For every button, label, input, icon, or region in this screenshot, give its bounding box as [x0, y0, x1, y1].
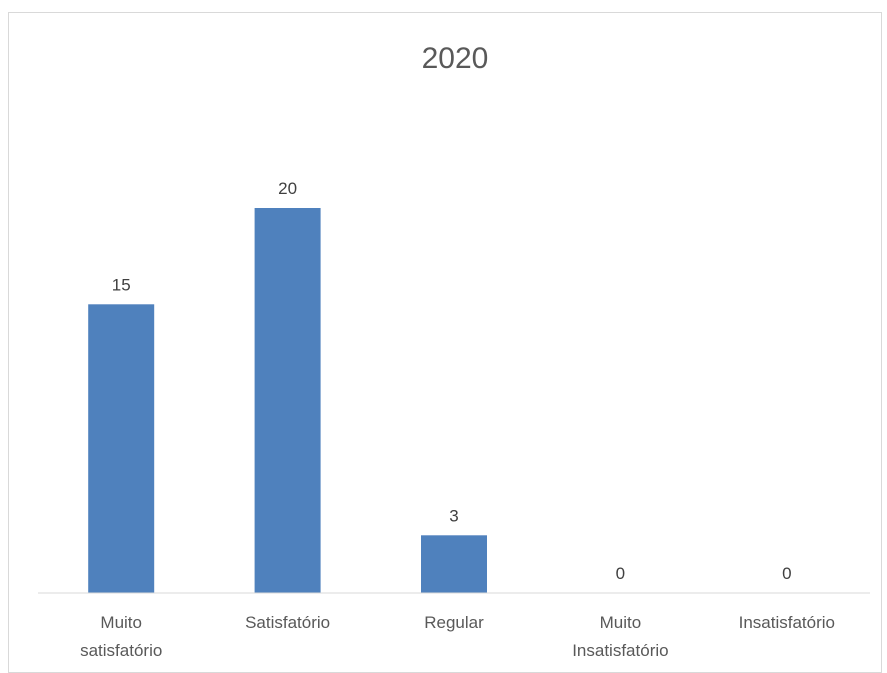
data-label-1: 20	[278, 179, 297, 198]
bar-0	[88, 304, 155, 594]
data-label-3: 0	[616, 564, 625, 583]
chart-title: 2020	[422, 42, 489, 75]
category-label-3-line-0: Muito	[600, 613, 642, 632]
category-label-1: Satisfatório	[245, 613, 330, 632]
data-label-4: 0	[782, 564, 791, 583]
labels-layer: 15 20 3 0 0	[112, 179, 792, 583]
category-label-3: Muito Insatisfatório	[572, 613, 668, 660]
category-labels-layer: Muito satisfatório Satisfatório Regular Muit…	[80, 613, 835, 660]
category-label-0: Muito satisfatório	[80, 613, 162, 660]
category-label-2: Regular	[424, 613, 484, 632]
category-label-2-line-0: Regular	[424, 613, 484, 632]
category-label-4: Insatisfatório	[739, 613, 835, 632]
category-label-4-line-0: Insatisfatório	[739, 613, 835, 632]
category-label-1-line-0: Satisfatório	[245, 613, 330, 632]
category-label-0-line-1: satisfatório	[80, 641, 162, 660]
category-label-3-line-1: Insatisfatório	[572, 641, 668, 660]
bar-2	[421, 535, 487, 594]
bars-layer	[88, 208, 487, 594]
category-label-0-line-0: Muito	[100, 613, 142, 632]
data-label-0: 15	[112, 275, 131, 294]
bar-1	[254, 208, 321, 593]
data-label-2: 3	[449, 506, 458, 525]
